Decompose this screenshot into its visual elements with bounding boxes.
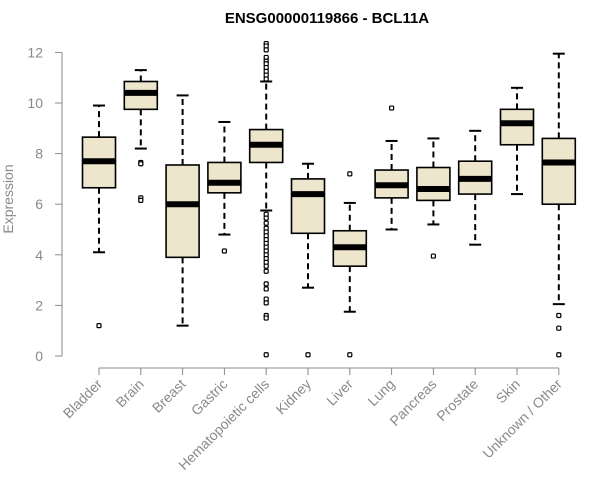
box-group — [374, 105, 409, 231]
outlier-point — [263, 281, 269, 287]
y-axis: 0 2 4 6 8 10 12 — [27, 44, 63, 364]
outlier-point — [263, 315, 269, 321]
outlier-point — [347, 352, 353, 358]
outlier-point — [263, 268, 269, 274]
box-group — [81, 104, 117, 329]
y-tick-label: 8 — [35, 146, 43, 162]
box-group — [290, 162, 326, 358]
outlier-point — [263, 76, 269, 82]
outlier-point — [556, 325, 562, 331]
outlier-point — [556, 312, 562, 319]
outlier-point — [96, 323, 102, 329]
box-group — [416, 137, 451, 259]
x-tick-label: Bladder — [60, 376, 106, 422]
plot-area — [81, 40, 577, 358]
y-tick-label: 0 — [35, 348, 43, 364]
outlier-point — [347, 171, 353, 177]
x-tick-label: Unknown / Other — [479, 376, 565, 462]
box-group — [207, 120, 242, 254]
outlier-point — [138, 161, 144, 167]
outlier-point — [263, 215, 269, 221]
outlier-point — [305, 352, 311, 358]
x-tick-label: Lung — [364, 376, 397, 409]
box-group — [248, 40, 284, 358]
box-group — [499, 86, 535, 196]
x-tick-label: Breast — [149, 376, 189, 416]
box — [165, 164, 200, 259]
chart-title: ENSG00000119866 - BCL11A — [225, 10, 429, 27]
box-group — [457, 129, 493, 246]
y-tick-label: 2 — [35, 297, 43, 313]
y-tick-label: 6 — [35, 196, 43, 212]
box — [499, 108, 535, 146]
y-tick-label: 4 — [35, 247, 43, 263]
outlier-point — [556, 352, 562, 358]
x-tick-label: Kidney — [273, 376, 315, 418]
x-tick-label: Liver — [323, 376, 356, 409]
x-tick-label: Brain — [112, 376, 146, 410]
outlier-point — [263, 286, 269, 292]
y-tick-label: 12 — [27, 44, 43, 60]
y-tick-label: 10 — [27, 95, 43, 111]
box-group — [332, 171, 368, 358]
x-tick-label: Prostate — [433, 376, 481, 424]
x-tick-label: Skin — [493, 376, 524, 407]
box — [416, 166, 451, 202]
outlier-point — [430, 253, 436, 259]
outlier-point — [263, 263, 269, 269]
outlier-point — [221, 248, 227, 254]
outlier-point — [263, 220, 269, 226]
box — [541, 137, 577, 205]
outlier-point — [263, 300, 269, 306]
outlier-point — [389, 105, 395, 111]
outlier-point — [138, 197, 144, 204]
outlier-point — [263, 352, 269, 358]
outlier-point — [263, 47, 269, 53]
box-group — [541, 52, 577, 358]
box — [290, 178, 326, 235]
box-group — [165, 94, 200, 327]
box — [207, 161, 242, 194]
y-axis-label: Expression — [0, 164, 16, 233]
box-group — [123, 69, 159, 204]
